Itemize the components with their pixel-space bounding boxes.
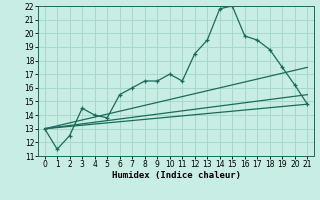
X-axis label: Humidex (Indice chaleur): Humidex (Indice chaleur): [111, 171, 241, 180]
